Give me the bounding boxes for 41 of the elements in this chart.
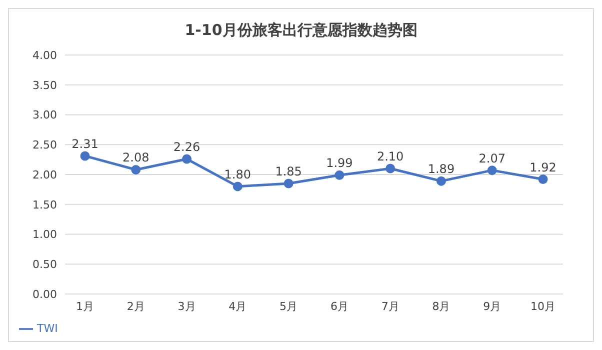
x-tick-label: 3月 (178, 300, 196, 313)
chart-title: 1-10月份旅客出行意愿指数趋势图 (184, 20, 418, 41)
text: 0.00 (32, 288, 57, 301)
x-tick-label: 1月 (76, 300, 94, 313)
point (436, 176, 446, 186)
point (80, 151, 90, 161)
data-label: 1.85 (275, 164, 302, 178)
x-tick-label: 5月 (280, 300, 298, 313)
text: 3.00 (32, 108, 57, 122)
text: 4.00 (32, 48, 57, 62)
text: 1.50 (32, 198, 57, 212)
x-tick-label: 4月 (228, 300, 247, 313)
point (487, 166, 497, 176)
data-label: 2.26 (173, 140, 200, 154)
data-label: 1.80 (224, 167, 252, 182)
data-label: 1.89 (428, 162, 455, 176)
point (182, 154, 192, 164)
x-tick-label: 7月 (381, 300, 400, 313)
point (131, 164, 141, 174)
point (284, 178, 294, 188)
data-label: 1.92 (530, 160, 556, 174)
point (334, 170, 344, 180)
text: 1.00 (32, 228, 57, 242)
x-tick-label: 10月 (530, 300, 556, 313)
x-tick-label: 2月 (126, 300, 145, 313)
text: 2.50 (32, 138, 57, 152)
legend-label: TWI (37, 322, 58, 336)
data-label: 2.07 (478, 151, 506, 166)
data-label: 2.31 (72, 136, 98, 151)
text: 0.50 (32, 258, 57, 272)
x-tick-label: 9月 (483, 300, 502, 313)
x-tick-label: 6月 (330, 300, 348, 313)
data-label: 2.10 (376, 150, 404, 164)
point (386, 164, 396, 174)
x-tick-label: 8月 (432, 300, 450, 313)
data-label: 2.08 (122, 150, 150, 165)
text: 2.00 (32, 168, 57, 182)
data-label: 1.99 (326, 156, 353, 170)
text: 3.50 (32, 78, 57, 92)
point (232, 182, 242, 192)
point (538, 174, 548, 184)
